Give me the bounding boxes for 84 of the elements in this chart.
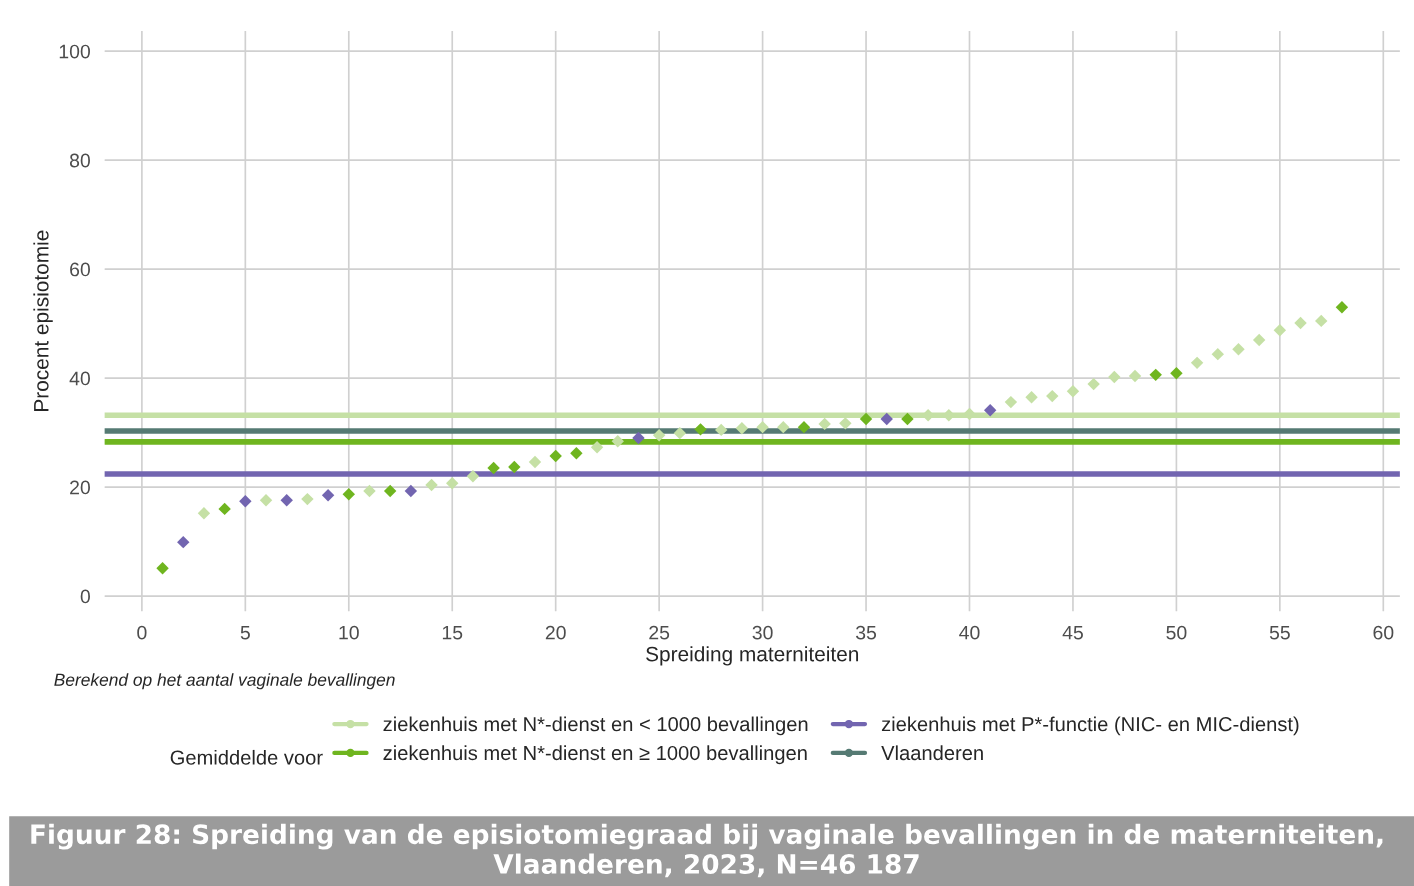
point [673, 426, 687, 440]
point [446, 477, 459, 490]
point [1046, 389, 1059, 403]
point [508, 460, 521, 474]
point [487, 461, 500, 475]
point [197, 507, 211, 520]
legend-label: ziekenhuis met P*-functie (NIC- en MIC-dienst) [881, 716, 1299, 736]
legend-label: Vlaanderen [881, 745, 983, 761]
point [404, 484, 418, 498]
point [259, 493, 273, 507]
point [1108, 370, 1121, 384]
x-tick-label: 55 [1269, 625, 1290, 640]
x-tick-label: 60 [1373, 625, 1394, 640]
point [797, 420, 811, 434]
point [528, 455, 542, 469]
point [611, 435, 624, 448]
x-tick-label: 25 [649, 625, 670, 640]
point [632, 431, 645, 445]
point [466, 469, 480, 483]
point [1232, 343, 1245, 356]
point [156, 562, 169, 575]
point [218, 502, 231, 516]
point [1025, 390, 1038, 404]
x-tick-label: 40 [959, 625, 980, 640]
point [1335, 301, 1349, 314]
point [280, 493, 293, 507]
legend-title: Gemiddelde voor [170, 749, 323, 765]
point [1273, 323, 1287, 337]
point [301, 492, 314, 506]
point [963, 407, 976, 421]
x-tick-label: 20 [545, 625, 566, 640]
x-axis-title: Spreiding materniteiten [646, 646, 859, 666]
x-tick-label: 50 [1166, 625, 1187, 640]
y-tick-label: 40 [69, 371, 90, 386]
x-tick-label: 0 [137, 625, 147, 640]
point [1128, 369, 1142, 383]
point [777, 420, 790, 434]
x-tick-label: 10 [339, 625, 359, 640]
point [694, 423, 707, 436]
point [715, 423, 728, 437]
y-tick-label: 0 [80, 589, 90, 604]
point [735, 422, 749, 435]
point [1004, 395, 1018, 409]
point [983, 404, 997, 417]
y-tick-label: 20 [70, 480, 90, 495]
point [901, 412, 914, 426]
point [1149, 368, 1162, 382]
y-tick-label: 80 [69, 153, 90, 168]
point [363, 484, 376, 498]
point [1211, 347, 1224, 361]
legend-label: ziekenhuis met N*-dienst en < 1000 bevallingen [383, 716, 808, 736]
point [652, 429, 666, 442]
point [342, 487, 355, 501]
point [239, 495, 252, 508]
point [383, 484, 397, 498]
point [1170, 367, 1183, 380]
x-tick-label: 35 [855, 625, 877, 640]
y-tick-label: 100 [59, 44, 90, 59]
point [1066, 384, 1080, 398]
point [818, 417, 831, 431]
point [859, 412, 873, 426]
point [1294, 316, 1307, 330]
y-tick-label: 60 [70, 262, 90, 277]
point [1087, 377, 1100, 391]
text: Figuur 28: Spreiding van de episiotomiegraad bij vaginale bevallingen in de materniteiten, Vlaanderen, 2023, N=46 187 [31, 823, 1383, 878]
text: Berekend op het aantal vaginale bevallingen [54, 673, 395, 690]
point [756, 420, 769, 434]
point [1315, 314, 1328, 328]
point [549, 449, 562, 463]
point [570, 447, 583, 460]
point [425, 478, 438, 492]
point [839, 417, 852, 430]
point [177, 535, 190, 549]
point [880, 412, 893, 426]
point [1190, 356, 1204, 370]
y-axis-title: Procent episiotomie [33, 230, 53, 411]
legend-label: ziekenhuis met N*-dienst en ≥ 1000 bevallingen [383, 745, 807, 765]
x-tick-label: 30 [752, 625, 773, 640]
x-tick-label: 15 [442, 625, 463, 640]
x-tick-label: 45 [1062, 625, 1083, 640]
point [1252, 333, 1266, 347]
point [590, 441, 604, 454]
point [321, 489, 335, 502]
x-tick-label: 5 [240, 625, 250, 640]
